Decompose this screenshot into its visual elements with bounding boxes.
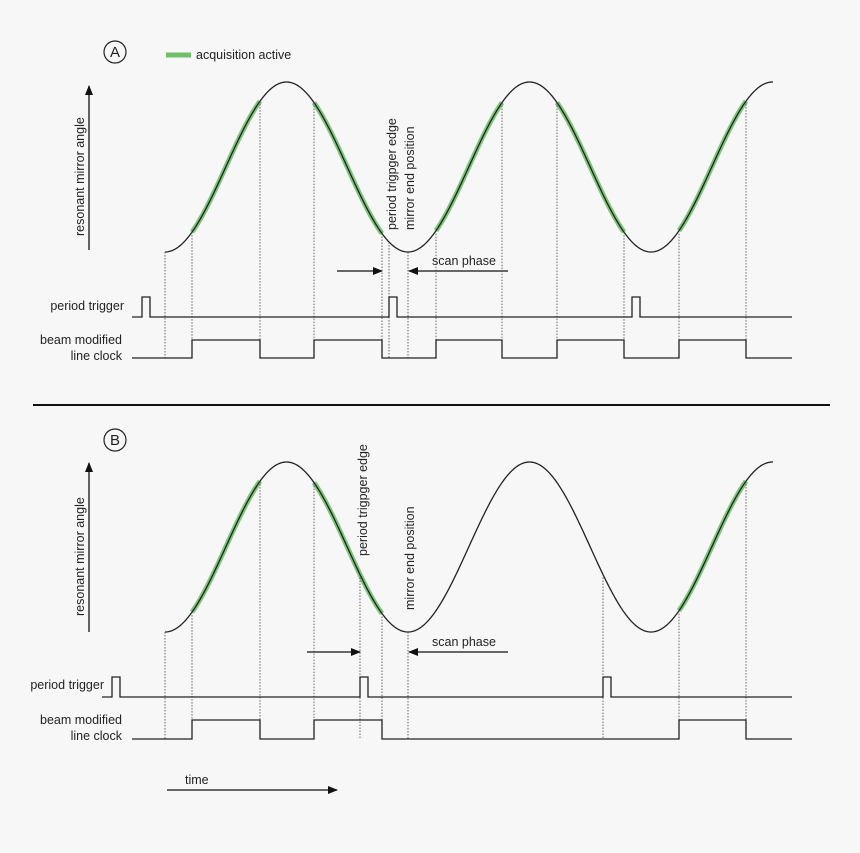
mirror-end-label-a: mirror end position <box>403 126 417 230</box>
trigger-edge-label-a: period trigpger edge <box>385 118 399 230</box>
period-trigger-signal-a <box>132 296 792 318</box>
mirror-end-label-b: mirror end position <box>403 506 417 610</box>
mirror-angle-curve-a <box>164 81 773 253</box>
time-label: time <box>185 773 209 787</box>
period-trigger-signal-b <box>102 676 792 698</box>
panel-a-letter: A <box>110 44 120 61</box>
line-clock-label-b-2: line clock <box>71 729 123 743</box>
panel-b-letter: B <box>110 432 120 449</box>
trigger-edge-label-b: period trigpger edge <box>356 444 370 556</box>
scan-phase-label-b: scan phase <box>432 635 496 649</box>
period-trigger-label-b: period trigger <box>30 678 104 692</box>
line-clock-signal-b <box>132 719 792 740</box>
mirror-angle-curve-b <box>164 461 773 633</box>
line-clock-label-a-1: beam modified <box>40 333 122 347</box>
line-clock-signal-a <box>132 339 792 359</box>
y-axis-label-a: resonant mirror angle <box>73 117 87 236</box>
panel-a-marker: A <box>103 40 127 64</box>
line-clock-label-a-2: line clock <box>71 349 123 363</box>
line-clock-label-b-1: beam modified <box>40 713 122 727</box>
legend-label: acquisition active <box>196 48 291 62</box>
panel-b-marker: B <box>103 428 127 452</box>
period-trigger-label-a: period trigger <box>50 299 124 313</box>
scan-phase-label-a: scan phase <box>432 254 496 268</box>
y-axis-label-b: resonant mirror angle <box>73 497 87 616</box>
